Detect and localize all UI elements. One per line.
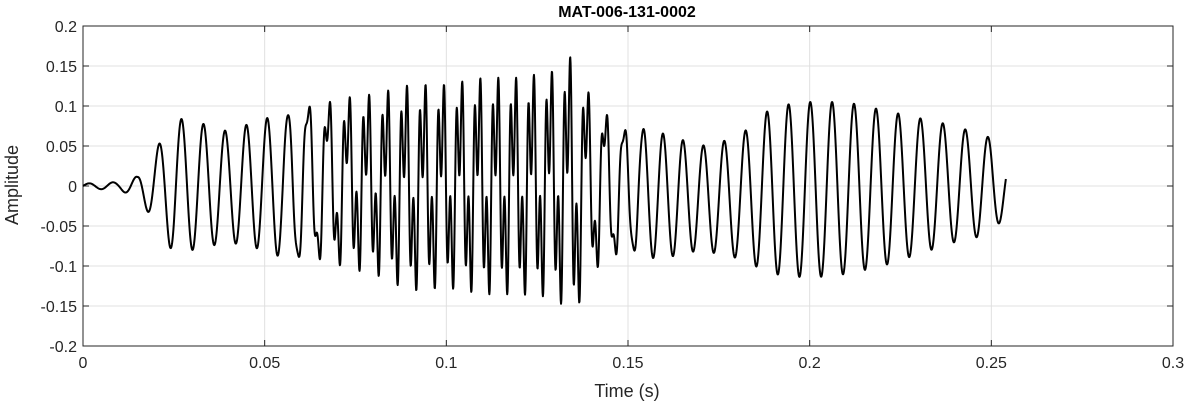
- x-tick-label: 0.1: [435, 355, 457, 372]
- x-tick-label: 0.05: [249, 355, 280, 372]
- y-tick-label: 0.15: [46, 59, 77, 76]
- x-tick-label: 0.25: [976, 355, 1007, 372]
- y-axis-label: Amplitude: [2, 145, 22, 225]
- y-tick-label: 0.05: [46, 139, 77, 156]
- y-tick-label: 0: [68, 179, 77, 196]
- x-tick-label: 0.2: [799, 355, 821, 372]
- y-tick-label: 0.1: [55, 99, 77, 116]
- y-tick-label: -0.15: [41, 299, 78, 316]
- y-tick-label: -0.1: [49, 259, 77, 276]
- chart-title: MAT-006-131-0002: [558, 4, 696, 21]
- y-tick-label: -0.05: [41, 219, 78, 236]
- y-tick-label: -0.2: [49, 339, 77, 356]
- x-tick-label: 0.15: [612, 355, 643, 372]
- x-axis-label: Time (s): [594, 381, 659, 401]
- x-tick-label: 0: [79, 355, 88, 372]
- waveform-line: [82, 56, 1007, 305]
- y-axis: -0.2 -0.15 -0.1 -0.05 0 0.05 0.1 0.15 0.2: [41, 19, 1173, 356]
- y-tick-label: 0.2: [55, 19, 77, 36]
- x-axis: 0 0.05 0.1 0.15 0.2 0.25 0.3: [79, 26, 1184, 372]
- x-tick-label: 0.3: [1162, 355, 1184, 372]
